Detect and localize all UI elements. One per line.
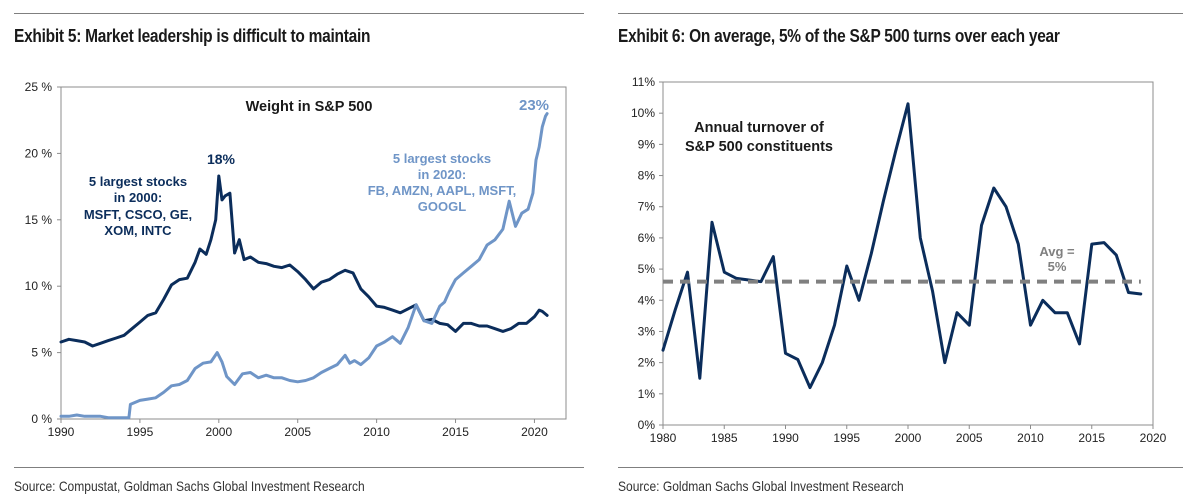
y-tick-label: 5% [638,262,656,276]
x-tick-label: 2010 [1017,431,1044,445]
x-tick-label: 2015 [442,425,469,439]
chart-subtitle-line-1: Annual turnover of [694,120,824,136]
y-tick-label: 2% [638,356,656,370]
x-tick-label: 2005 [284,425,311,439]
series-line-0 [661,102,1143,390]
y-tick-label: 8% [638,169,656,183]
y-tick-label: 10 % [25,279,53,293]
annotation-18pct: 18% [207,151,236,167]
y-tick-label: 3% [638,324,656,338]
y-tick-label: 0 % [31,412,52,426]
exhibit-6-title: Exhibit 6: On average, 5% of the S&P 500… [618,26,1060,46]
avg-annotation-line-2: 5% [1048,259,1067,274]
x-tick-label: 2015 [1078,431,1105,445]
x-tick-label: 1995 [833,431,860,445]
x-tick-label: 2000 [895,431,922,445]
y-tick-label: 20 % [25,146,53,160]
bottom-rule [618,467,1183,468]
source-note: Source: Compustat, Goldman Sachs Global … [14,478,365,494]
bottom-rule [14,467,584,468]
exhibit-6-panel: Exhibit 6: On average, 5% of the S&P 500… [605,0,1191,500]
exhibit-5-title: Exhibit 5: Market leadership is difficul… [14,26,371,46]
exhibit-5-chart: 0 % 5 % 10 % 15 % 20 % 25 % 1990 1995 2000 2005 2… [25,80,567,439]
top-rule [14,13,584,14]
top-rule [618,13,1183,14]
legend-2000-line-3: MSFT, CSCO, GE, [84,207,192,222]
annotation-23pct: 23% [519,97,549,114]
y-tick-label: 25 % [25,80,53,94]
x-tick-label: 1990 [772,431,799,445]
legend-2020-line-2: in 2020: [418,167,466,182]
y-tick-label: 1% [638,387,656,401]
legend-2000-line-2: in 2000: [114,190,162,205]
y-tick-label: 7% [638,200,656,214]
x-tick-label: 1990 [48,425,75,439]
plot-area-border [60,86,567,420]
legend-2020-line-3: FB, AMZN, AAPL, MSFT, [368,183,517,198]
legend-label-2000: 5 largest stocks in 2000: MSFT, CSCO, GE… [84,174,192,238]
x-tick-label: 1980 [650,431,677,445]
y-tick-label: 9% [638,137,656,151]
exhibit-5-panel: Exhibit 5: Market leadership is difficul… [0,0,595,500]
legend-2020-line-4: GOOGL [418,199,466,214]
y-tick-label: 4% [638,293,656,307]
x-tick-label: 2005 [956,431,983,445]
chart-subtitle-line-2: S&P 500 constituents [685,139,833,155]
legend-label-2020: 5 largest stocks in 2020: FB, AMZN, AAPL… [368,151,517,214]
legend-2000-line-4: XOM, INTC [104,223,172,238]
x-tick-label: 2000 [205,425,232,439]
x-tick-label: 2020 [1140,431,1167,445]
legend-2020-line-1: 5 largest stocks [393,151,491,166]
y-tick-label: 0% [638,418,656,432]
x-tick-label: 1995 [127,425,154,439]
legend-2000-line-1: 5 largest stocks [89,174,187,189]
x-tick-label: 2020 [521,425,548,439]
y-tick-label: 11% [632,75,655,89]
series-line-0 [59,174,549,348]
avg-annotation-line-1: Avg = [1039,244,1075,259]
chart-subtitle: Weight in S&P 500 [246,99,373,115]
y-tick-label: 10% [631,106,655,120]
y-tick-label: 6% [638,231,656,245]
y-tick-label: 15 % [25,213,53,227]
series-line-1 [59,112,549,420]
y-tick-label: 5 % [31,346,52,360]
source-note: Source: Goldman Sachs Global Investment … [618,478,904,494]
x-tick-label: 1985 [711,431,738,445]
exhibit-6-chart: 0% 1% 2% 3% 4% 5% 6% 7% 8% 9% 10% 11% 1980 1985 1990 1… [631,75,1167,445]
x-tick-label: 2010 [363,425,390,439]
